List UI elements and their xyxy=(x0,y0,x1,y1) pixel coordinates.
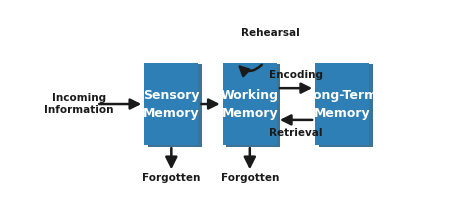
Text: Long-Term
Memory: Long-Term Memory xyxy=(306,89,378,119)
FancyBboxPatch shape xyxy=(315,63,369,145)
Text: Sensory
Memory: Sensory Memory xyxy=(143,89,200,119)
Text: Forgotten: Forgotten xyxy=(220,173,279,183)
FancyBboxPatch shape xyxy=(223,63,277,145)
Text: Incoming
Information: Incoming Information xyxy=(44,93,114,115)
Text: Working
Memory: Working Memory xyxy=(221,89,279,119)
Text: Rehearsal: Rehearsal xyxy=(241,28,300,39)
FancyBboxPatch shape xyxy=(226,64,280,147)
Text: Forgotten: Forgotten xyxy=(142,173,201,183)
Text: Retrieval: Retrieval xyxy=(269,128,323,138)
FancyBboxPatch shape xyxy=(144,63,198,145)
FancyBboxPatch shape xyxy=(319,64,373,147)
Text: Encoding: Encoding xyxy=(269,70,323,80)
FancyBboxPatch shape xyxy=(148,64,202,147)
